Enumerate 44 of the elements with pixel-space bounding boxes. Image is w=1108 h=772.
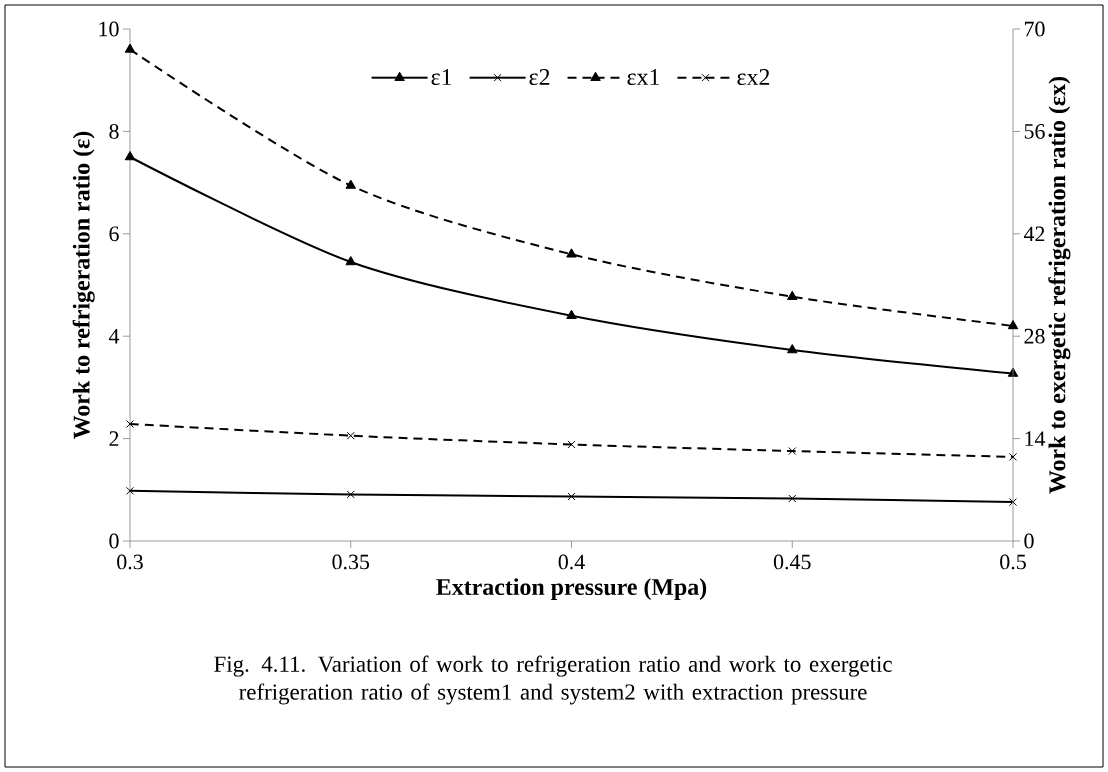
y2-tick-label: 42: [1023, 226, 1045, 242]
x-tick-label: 0.45: [773, 554, 811, 570]
y2-tick-label: 70: [1024, 21, 1045, 37]
y-axis-title: Work to refrigeration ratio (ε): [72, 131, 95, 439]
point: [787, 344, 798, 354]
x-tick-label: 0.4: [558, 554, 585, 570]
y-tick-label: 10: [99, 21, 119, 37]
point: [1007, 319, 1019, 330]
caption: Fig. 4.11. Variation of work to refrigeration ratio and work to exergetic refrigeration ratio of system1 and system2 with extraction pressure: [214, 655, 892, 705]
x-tick-label: 0.3: [117, 554, 143, 570]
y-tick-label: 8: [109, 124, 119, 139]
x-axis-title: Extraction pressure (Mpa): [436, 578, 707, 600]
y2-tick-label: 28: [1024, 328, 1045, 344]
point: [1008, 452, 1018, 461]
x-tick-label: 0.5: [1000, 554, 1026, 570]
y-tick-label: 2: [109, 431, 119, 446]
legend-label: εx2: [737, 69, 770, 86]
y-tick-label: 6: [109, 226, 119, 242]
y2-tick-label: 14: [1025, 431, 1046, 446]
point: [567, 492, 576, 501]
point: [1008, 498, 1018, 507]
point: [124, 151, 136, 161]
point: [788, 494, 797, 503]
point: [787, 290, 798, 300]
point: [566, 309, 577, 319]
y2-tick-label: 56: [1024, 124, 1045, 139]
point: [567, 440, 576, 449]
point: [345, 255, 356, 266]
x-tick-label: 0.35: [332, 554, 370, 570]
y-tick-label: 4: [108, 329, 120, 344]
point: [346, 490, 355, 499]
point: [345, 179, 356, 189]
y2-tick-label: 0: [1024, 533, 1034, 549]
point: [125, 419, 135, 428]
point: [124, 43, 136, 53]
y-tick-label: 0: [109, 533, 119, 549]
point: [788, 447, 797, 456]
point: [346, 431, 355, 440]
y2-axis-title: Work to exergetic refrigeration ratio (εx): [1048, 77, 1071, 494]
point: [125, 486, 135, 495]
legend-label: ε1: [431, 69, 452, 86]
legend-label: εx1: [627, 69, 660, 86]
point: [566, 248, 577, 258]
legend-label: ε2: [529, 69, 550, 86]
